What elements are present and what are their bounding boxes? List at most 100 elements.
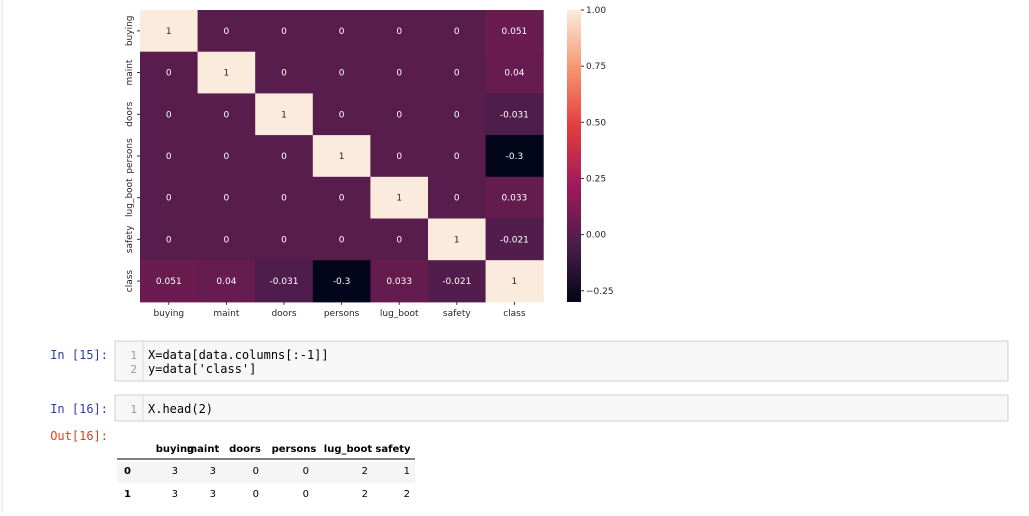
cell-label: 1 (396, 194, 402, 204)
column-header: buying (156, 444, 195, 455)
heatmap-cell (312, 176, 371, 219)
heatmap-cell (485, 51, 544, 94)
colorbar-tick-label: 0.25 (586, 174, 606, 184)
y-tick-label: buying (125, 16, 135, 47)
cell-label: 0 (224, 27, 230, 37)
cell-label: 1 (281, 110, 287, 120)
row-index: 0 (124, 466, 131, 477)
line-number: 1 (130, 403, 137, 416)
heatmap-cell (370, 260, 429, 303)
output-prompt: Out[16]: (50, 429, 108, 443)
column-header: persons (272, 444, 317, 455)
heatmap-cell (197, 10, 256, 53)
x-tick-label: lug_boot (380, 309, 419, 319)
colorbar-tick-label: −0.25 (586, 287, 614, 297)
heatmap-cell (197, 218, 256, 261)
heatmap-cell (255, 51, 314, 94)
cell-label: 0 (281, 152, 287, 162)
heatmap-cell (312, 135, 371, 178)
cell-label: 0 (339, 235, 345, 245)
cell-label: 0.033 (386, 277, 412, 287)
table-cell: 3 (210, 489, 216, 500)
heatmap-cell (312, 10, 371, 53)
x-tick-label: safety (443, 309, 471, 319)
code-cell (114, 394, 1009, 422)
heatmap-cell (485, 135, 544, 178)
heatmap-cell (255, 93, 314, 136)
heatmap-cell (370, 51, 429, 94)
table-cell: 0 (253, 466, 259, 477)
cell-label: 0 (224, 152, 230, 162)
heatmap-cell (197, 260, 256, 303)
cell-label: 0 (224, 235, 230, 245)
cell-label: 0 (166, 152, 172, 162)
heatmap-cell (312, 218, 371, 261)
code-line: y=data['class'] (148, 362, 256, 376)
heatmap-cell (312, 93, 371, 136)
heatmap-cell (255, 218, 314, 261)
cell-label: 0 (166, 194, 172, 204)
cell-label: 0.04 (504, 69, 524, 79)
column-header: doors (229, 444, 261, 455)
heatmap-cell (485, 260, 544, 303)
heatmap-cell (428, 176, 487, 219)
heatmap-cell (197, 51, 256, 94)
cell-label: -0.021 (442, 277, 471, 287)
heatmap-cell (140, 135, 199, 178)
cell-label: 0 (396, 69, 402, 79)
heatmap-cell (197, 93, 256, 136)
heatmap-cell (485, 10, 544, 53)
table-cell: 0 (253, 489, 259, 500)
cell-label: 0 (224, 110, 230, 120)
y-tick-label: doors (125, 101, 135, 126)
table-cell: 2 (404, 489, 410, 500)
cell-label: 0 (166, 235, 172, 245)
table-cell: 0 (303, 466, 309, 477)
heatmap-cell (255, 135, 314, 178)
cell-label: 0.051 (502, 27, 528, 37)
heatmap-cell (428, 135, 487, 178)
x-tick-label: persons (324, 309, 360, 319)
colorbar-tick-label: 0.00 (586, 231, 606, 241)
table-cell: 2 (362, 489, 368, 500)
y-tick-label: persons (125, 138, 135, 174)
cell-label: 0.04 (216, 277, 236, 287)
heatmap-cell (140, 218, 199, 261)
colorbar (567, 10, 581, 302)
cell-label: 0 (454, 152, 460, 162)
cell-label: 1 (339, 152, 345, 162)
cell-label: 0 (396, 235, 402, 245)
x-tick-label: class (503, 309, 526, 319)
column-header: safety (375, 444, 411, 455)
heatmap-cell (485, 218, 544, 261)
input-prompt: In [15]: (50, 348, 108, 362)
cell-label: 1 (512, 277, 518, 287)
table-cell: 3 (172, 466, 178, 477)
cell-label: 0 (454, 110, 460, 120)
heatmap-cell (140, 51, 199, 94)
colorbar-tick-label: 0.75 (586, 62, 606, 72)
code-cell (114, 340, 1009, 382)
heatmap-cell (370, 93, 429, 136)
heatmap-cell (370, 10, 429, 53)
cell-label: 0 (454, 69, 460, 79)
cell-label: 0 (166, 110, 172, 120)
heatmap-cell (140, 176, 199, 219)
heatmap-cell (428, 260, 487, 303)
cell-label: 0 (396, 27, 402, 37)
heatmap-cell (312, 51, 371, 94)
colorbar-tick-label: 0.50 (586, 118, 606, 128)
heatmap-cell (197, 176, 256, 219)
table-cell: 2 (362, 466, 368, 477)
cell-label: 0 (224, 194, 230, 204)
row-stripe (117, 462, 415, 483)
y-tick-label: lug_boot (125, 178, 135, 217)
cell-label: 0.051 (156, 277, 182, 287)
table-cell: 0 (303, 489, 309, 500)
cell-label: 0 (339, 110, 345, 120)
input-prompt: In [16]: (50, 402, 108, 416)
table-cell: 3 (172, 489, 178, 500)
cell-label: 1 (224, 69, 230, 79)
cell-label: 0 (339, 69, 345, 79)
